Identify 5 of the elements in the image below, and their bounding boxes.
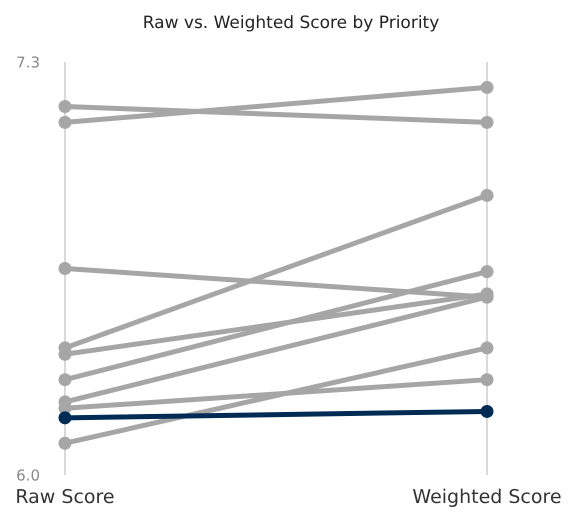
- chart-title: Raw vs. Weighted Score by Priority: [142, 13, 440, 33]
- x-tick-label: Raw Score: [15, 486, 115, 508]
- x-tick-label: Weighted Score: [412, 486, 562, 508]
- y-tick-label: 7.3: [16, 53, 40, 72]
- y-tick-label: 6.0: [16, 466, 40, 484]
